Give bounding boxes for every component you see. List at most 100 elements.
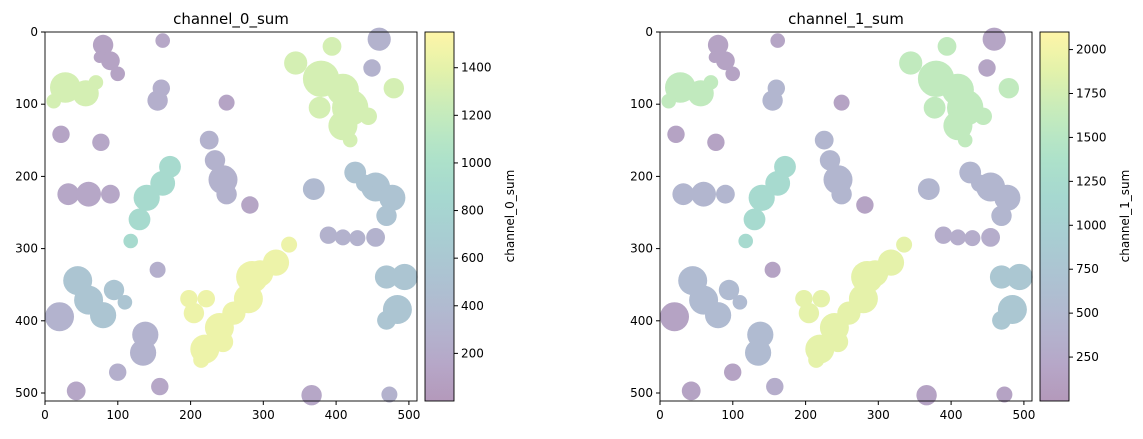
- region-blob: [101, 51, 120, 71]
- label-region: [52, 125, 70, 143]
- label-region: [66, 381, 86, 401]
- label-region: [833, 94, 850, 111]
- label-region: [284, 37, 404, 148]
- label-region: [155, 33, 170, 48]
- colorbar-gradient: [425, 32, 454, 401]
- region-blob: [916, 385, 937, 406]
- region-blob: [856, 196, 874, 214]
- label-region: [724, 363, 742, 381]
- region-blob: [197, 290, 215, 308]
- region-blob: [45, 302, 74, 332]
- x-tick-label: 0: [656, 408, 664, 422]
- label-region: [707, 133, 725, 151]
- region-blob: [992, 310, 1011, 330]
- region-blob: [76, 181, 101, 207]
- x-tick: 400: [940, 401, 963, 422]
- region-blob: [149, 261, 166, 278]
- region-blob: [672, 183, 695, 206]
- region-blob: [301, 385, 322, 406]
- region-blob: [971, 174, 989, 192]
- colorbar: 250 500 750 1000 1250 1500 1750 2000 cha…: [1039, 31, 1132, 402]
- region-blob: [831, 184, 852, 205]
- label-region: [46, 72, 104, 109]
- colorbar-tick: 1750: [1069, 87, 1107, 101]
- x-axis: 0 100 200 300 400 500: [41, 401, 420, 422]
- region-blob: [681, 381, 701, 401]
- region-blob: [989, 265, 1014, 289]
- colorbar-tick-label: 1200: [461, 108, 492, 122]
- region-blob: [152, 79, 170, 97]
- label-region: [180, 236, 298, 368]
- label-region: [301, 385, 322, 406]
- y-tick-label: 100: [630, 97, 653, 111]
- x-tick: 500: [397, 401, 420, 422]
- label-region: [959, 161, 1021, 226]
- region-blob: [241, 196, 259, 214]
- region-blob: [982, 27, 1006, 51]
- region-blob: [978, 59, 996, 77]
- label-region: [996, 386, 1013, 403]
- colorbar-tick: 1000: [454, 156, 492, 170]
- region-blob: [899, 51, 923, 75]
- y-tick-label: 0: [30, 25, 38, 39]
- x-tick-label: 100: [106, 408, 129, 422]
- region-blob: [937, 37, 957, 56]
- colorbar-tick-label: 500: [1076, 306, 1099, 320]
- label-region: [661, 72, 719, 109]
- colorbar-tick-label: 800: [461, 204, 484, 218]
- label-region: [344, 161, 406, 226]
- region-blob: [812, 290, 830, 308]
- y-tick: 300: [15, 242, 45, 256]
- colorbar-tick: 1250: [1069, 174, 1107, 188]
- colorbar-tick: 750: [1069, 262, 1099, 276]
- region-blob: [748, 184, 775, 211]
- x-tick-label: 400: [940, 408, 963, 422]
- region-blob: [155, 33, 170, 48]
- region-blob: [703, 75, 719, 90]
- label-region: [707, 34, 740, 82]
- region-blob: [957, 132, 973, 148]
- y-tick-label: 500: [630, 386, 653, 400]
- y-tick: 500: [630, 386, 660, 400]
- chart-title: channel_0_sum: [173, 10, 289, 29]
- label-region: [978, 27, 1006, 77]
- label-region: [672, 181, 735, 207]
- region-blob: [46, 93, 61, 109]
- region-blob: [308, 96, 331, 119]
- region-blob: [302, 178, 325, 201]
- region-blob: [319, 226, 338, 244]
- region-blob: [705, 302, 732, 329]
- colorbar-tick-label: 1500: [1076, 130, 1107, 144]
- plot-frame: [44, 31, 418, 402]
- y-tick: 400: [630, 314, 660, 328]
- y-tick: 0: [30, 25, 45, 39]
- x-tick: 200: [794, 401, 817, 422]
- region-blob: [117, 295, 133, 310]
- region-blob: [718, 279, 740, 301]
- label-region: [123, 155, 181, 249]
- x-tick-label: 300: [252, 408, 275, 422]
- region-blob: [66, 381, 86, 401]
- y-tick-label: 0: [645, 25, 653, 39]
- x-tick: 300: [867, 401, 890, 422]
- colorbar-frame: [1039, 31, 1070, 402]
- x-tick: 100: [106, 401, 129, 422]
- y-axis: 0 100 200 300 400 500: [15, 25, 45, 400]
- y-tick-label: 400: [630, 314, 653, 328]
- y-axis: 0 100 200 300 400 500: [630, 25, 660, 400]
- region-blob: [981, 228, 1000, 247]
- region-blob: [974, 107, 992, 126]
- label-region: [738, 155, 796, 249]
- label-region: [109, 363, 127, 381]
- region-blob: [667, 125, 685, 143]
- label-region: [45, 302, 74, 332]
- colorbar-frame: [424, 31, 455, 402]
- y-tick-label: 200: [630, 169, 653, 183]
- colorbar-tick: 800: [454, 204, 484, 218]
- region-blob: [281, 236, 298, 253]
- colorbar-tick: 1200: [454, 108, 492, 122]
- x-tick-label: 100: [721, 408, 744, 422]
- region-blob: [110, 66, 125, 82]
- region-blob: [103, 279, 125, 301]
